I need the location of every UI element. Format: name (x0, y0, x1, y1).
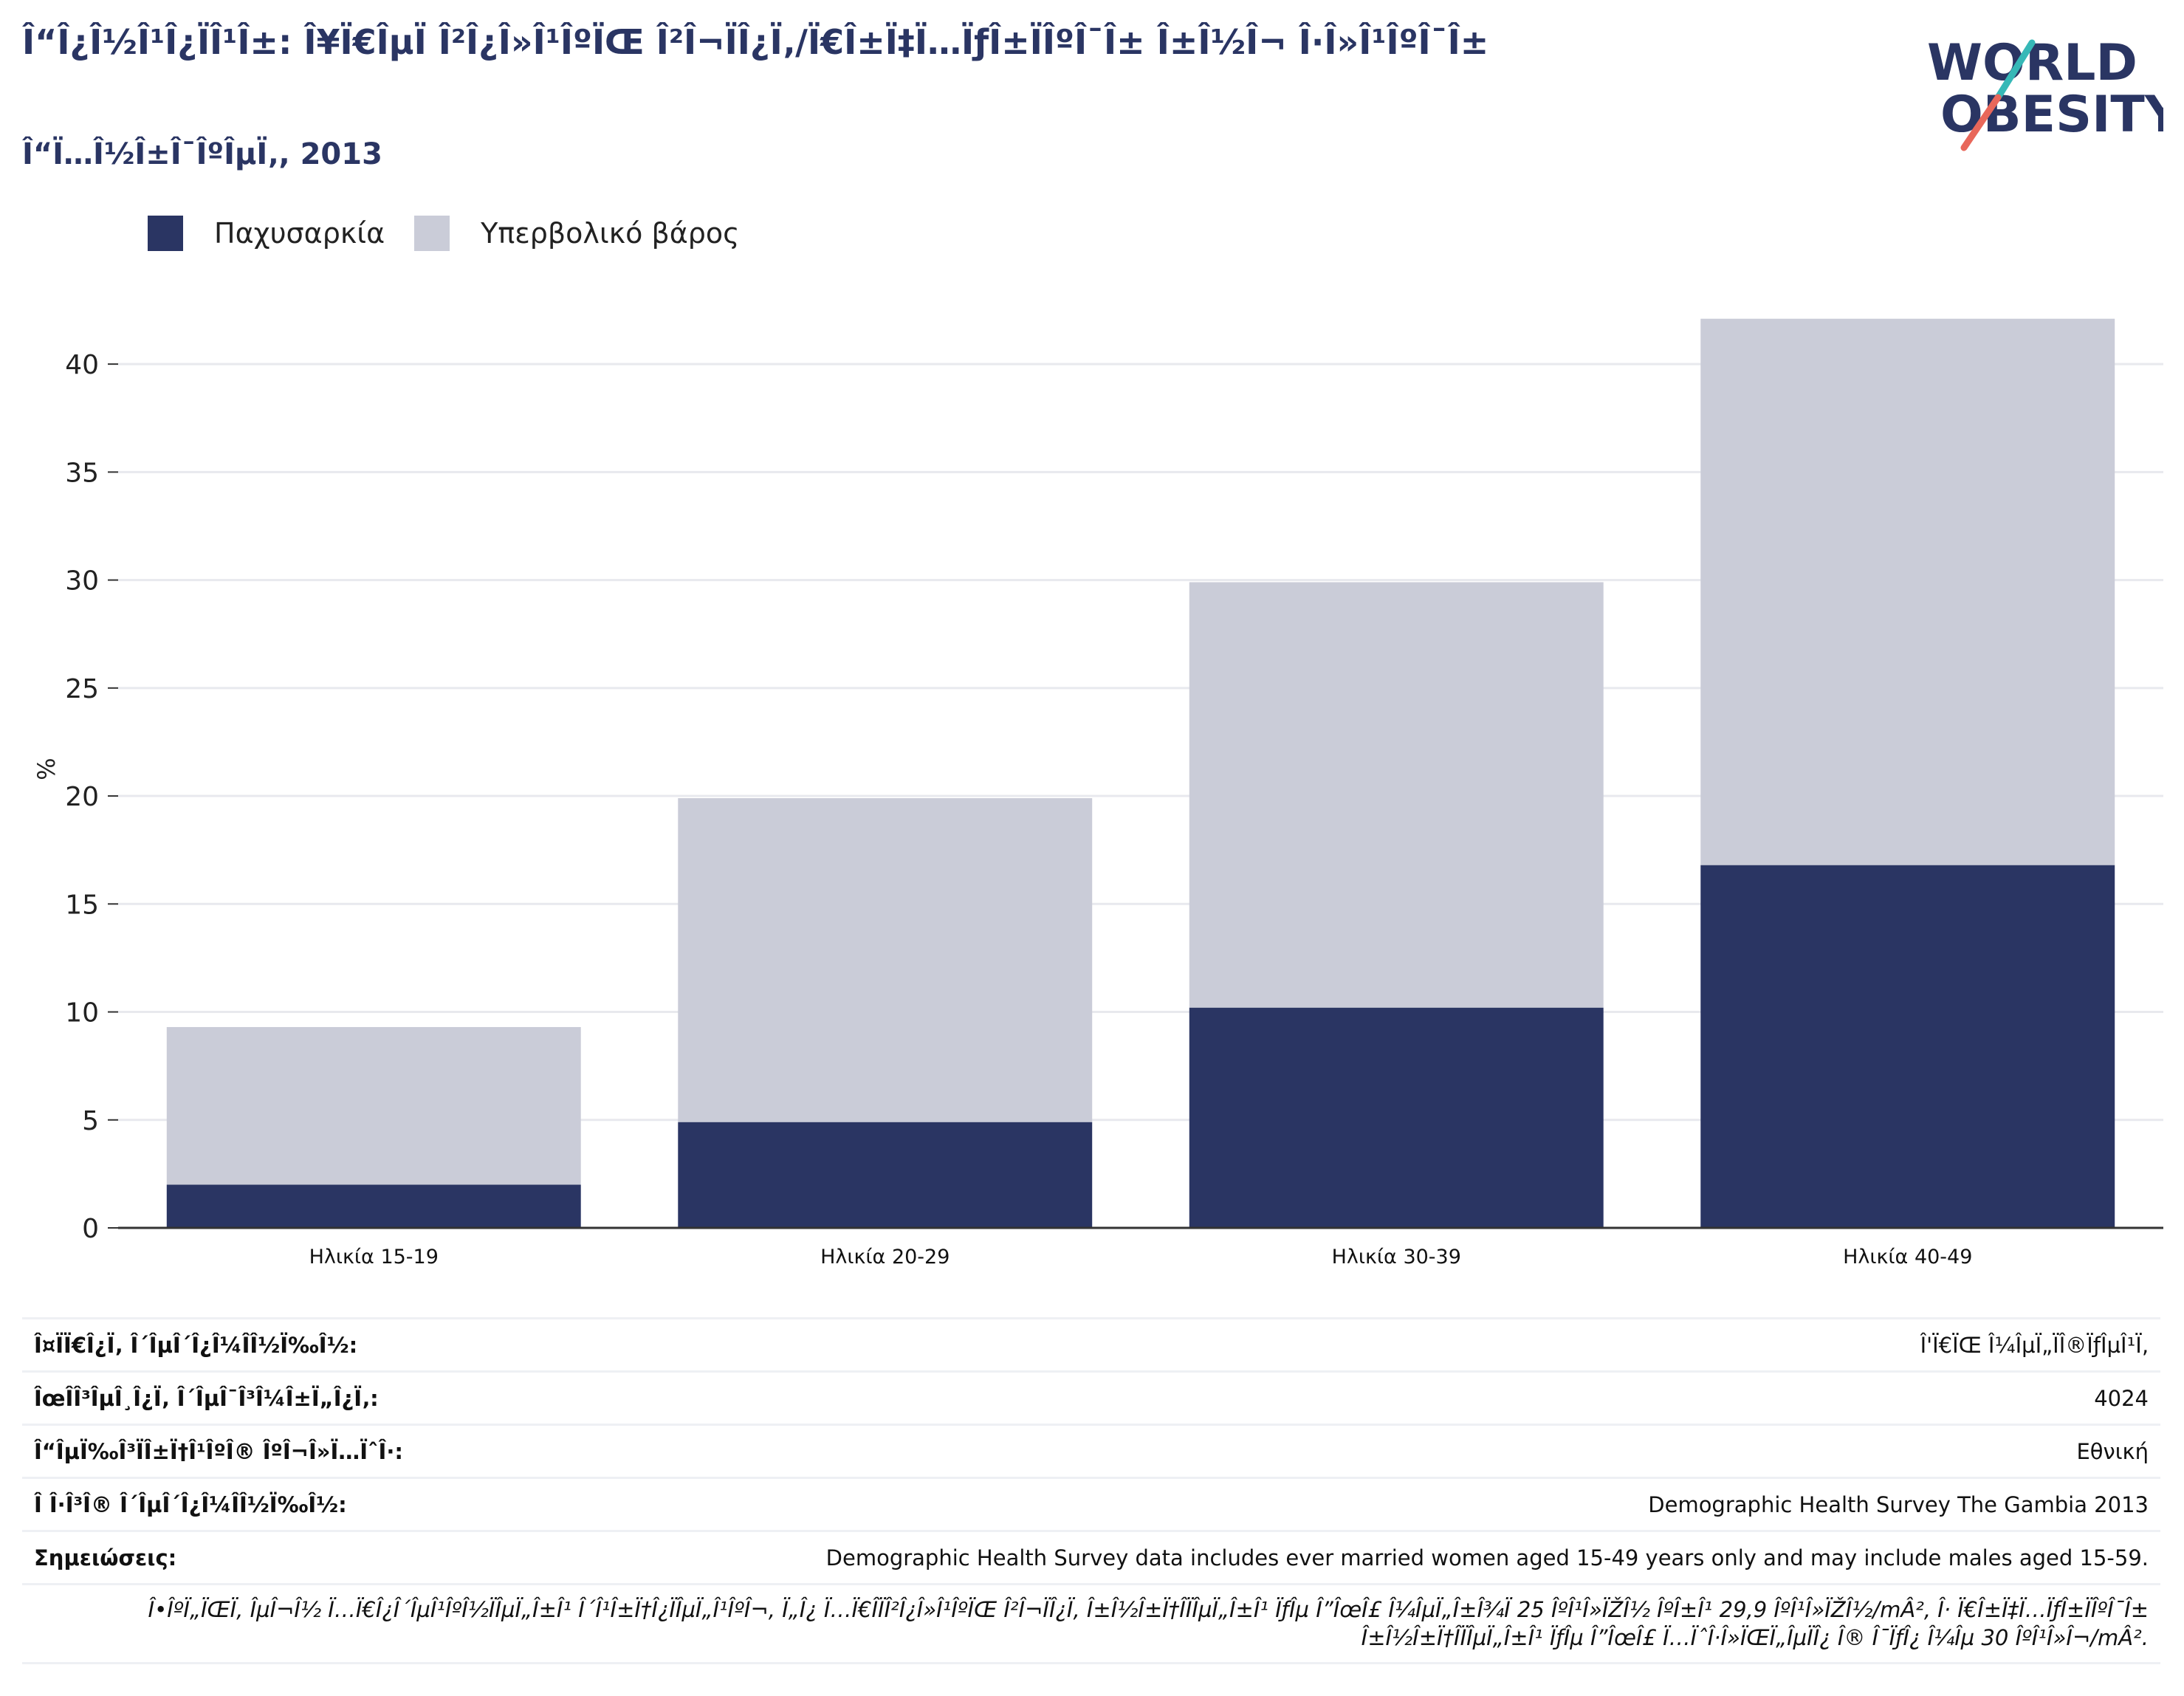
y-tick-label: 5 (82, 1106, 99, 1136)
info-label: Î¤ÏÏ€Î¿Ï‚ Î´ÎµÎ´Î¿Î¼Î­Î½Ï‰Î½: (34, 1332, 358, 1358)
slash-logo-icon (1994, 39, 2036, 101)
info-value: Demographic Health Survey The Gambia 201… (1648, 1491, 2149, 1517)
info-table: Î¤ÏÏ€Î¿Ï‚ Î´ÎµÎ´Î¿Î¼Î­Î½Ï‰Î½: Î'Ï€ÏŒ Î¼Î… (22, 1317, 2160, 1664)
y-tick-label: 20 (65, 782, 99, 812)
bar-overweight (166, 1027, 581, 1185)
slash-logo-icon-lower (1960, 94, 2002, 151)
chart-subtitle: Î“Ï…Î½Î±Î¯ÎºÎµÏ‚, 2013 (22, 137, 382, 171)
info-label: Σημειώσεις: (34, 1545, 177, 1570)
y-tick-label: 30 (65, 566, 99, 597)
y-tick-label: 35 (65, 458, 99, 488)
bar-obesity (1700, 865, 2115, 1228)
info-row-coverage: Î“ÎµÏ‰Î³ÏÎ±Ï†Î¹ÎºÎ® ÎºÎ¬Î»Ï…ÏˆÎ·: Εθνική (22, 1424, 2160, 1477)
info-value: 4024 (2094, 1385, 2149, 1411)
y-tick-label: 40 (65, 350, 99, 380)
bar-obesity (1189, 1007, 1604, 1228)
info-value: Demographic Health Survey data includes … (825, 1545, 2149, 1570)
bar-overweight (1700, 318, 2115, 865)
definition-note: Î•ÎºÏ„ÏŒÏ‚ ÎµÎ¬Î½ Ï…Ï€Î¿Î´ÎµÎ¹ÎºÎ½ÏÎµÏ„Î… (148, 1597, 2149, 1650)
legend-item-obesity: Παχυσαρκία (148, 216, 385, 251)
y-tick-label: 15 (65, 890, 99, 920)
bar-obesity (166, 1184, 581, 1228)
bar-overweight (1189, 582, 1604, 1008)
y-tick-label: 0 (82, 1214, 99, 1244)
legend-swatch-overweight (414, 216, 450, 251)
chart-title: Î“Î¿Î½Î¹Î¿ÏÎ¹Î±: Î¥Ï€ÎµÏ Î²Î¿Î»Î¹ÎºÏŒ Î²… (22, 22, 1489, 62)
x-tick-label: Ηλικία 40-49 (1843, 1246, 1972, 1268)
y-tick-label: 10 (65, 998, 99, 1029)
info-row-definition: Î•ÎºÏ„ÏŒÏ‚ ÎµÎ¬Î½ Ï…Ï€Î¿Î´ÎµÎ¹ÎºÎ½ÏÎµÏ„Î… (22, 1583, 2160, 1664)
bar-obesity (678, 1122, 1093, 1228)
logo-line2: OBESITY (1940, 86, 2163, 144)
info-value: Εθνική (2076, 1438, 2149, 1464)
x-tick-label: Ηλικία 15-19 (309, 1246, 439, 1268)
chart-legend: Παχυσαρκία Υπερβολικό βάρος (148, 216, 769, 251)
info-row-data-type: Î¤ÏÏ€Î¿Ï‚ Î´ÎµÎ´Î¿Î¼Î­Î½Ï‰Î½: Î'Ï€ÏŒ Î¼Î… (22, 1317, 2160, 1370)
world-obesity-logo: WORLD OBESITY (1927, 34, 2163, 151)
info-row-source: Î Î·Î³Î® Î´ÎµÎ´Î¿Î¼Î­Î½Ï‰Î½: Demographic… (22, 1477, 2160, 1530)
info-row-notes: Σημειώσεις: Demographic Health Survey da… (22, 1530, 2160, 1583)
bar-chart: 0 5 10 15 20 25 30 35 40% Ηλικία 15-19 Ηλικία 20-2… (32, 318, 2163, 1268)
x-tick-label: Ηλικία 20-29 (820, 1246, 950, 1268)
info-label: ÎœÎ­Î³ÎµÎ¸Î¿Ï‚ Î´ÎµÎ¯Î³Î¼Î±Ï„Î¿Ï‚: (34, 1385, 379, 1411)
info-label: Î Î·Î³Î® Î´ÎµÎ´Î¿Î¼Î­Î½Ï‰Î½: (34, 1491, 347, 1517)
y-tick-label: 25 (65, 674, 99, 704)
legend-item-overweight: Υπερβολικό βάρος (414, 216, 739, 251)
info-row-sample-size: ÎœÎ­Î³ÎµÎ¸Î¿Ï‚ Î´ÎµÎ¯Î³Î¼Î±Ï„Î¿Ï‚: 4024 (22, 1370, 2160, 1424)
bar-overweight (678, 797, 1093, 1122)
legend-label-overweight: Υπερβολικό βάρος (481, 217, 740, 250)
info-value: Î'Ï€ÏŒ Î¼ÎµÏ„ÏÎ®ÏƒÎµÎ¹Ï‚ (1920, 1332, 2149, 1358)
y-axis-label: % (32, 758, 61, 780)
legend-swatch-obesity (148, 216, 183, 251)
legend-label-obesity: Παχυσαρκία (214, 217, 385, 250)
x-tick-label: Ηλικία 30-39 (1332, 1246, 1461, 1268)
info-label: Î“ÎµÏ‰Î³ÏÎ±Ï†Î¹ÎºÎ® ÎºÎ¬Î»Ï…ÏˆÎ·: (34, 1438, 403, 1464)
